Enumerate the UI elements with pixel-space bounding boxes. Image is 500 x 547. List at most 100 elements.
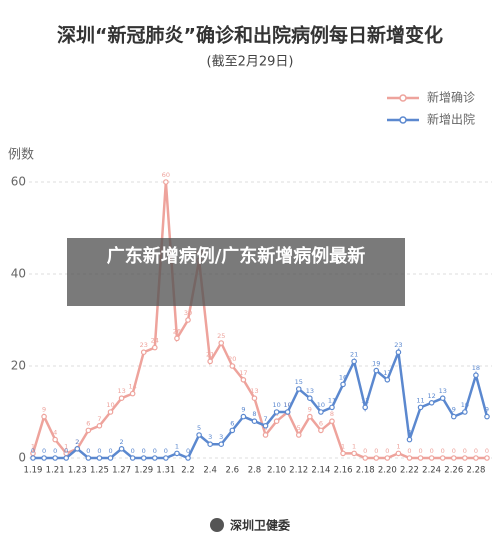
point (118, 445, 125, 452)
point (417, 455, 424, 461)
value-label: 12 (427, 392, 435, 400)
chart-title: 深圳“新冠肺炎”确诊和出院病例每日新增变化 (57, 24, 443, 47)
point (63, 455, 70, 461)
value-label: 6 (86, 419, 90, 427)
point (318, 427, 324, 434)
point (251, 418, 258, 425)
point (340, 450, 346, 457)
value-label: 13 (439, 387, 447, 395)
value-label: 25 (217, 332, 225, 340)
value-label: 8 (252, 410, 256, 418)
point (174, 450, 180, 457)
point (450, 455, 457, 461)
point (41, 413, 47, 420)
point (484, 455, 490, 461)
point (295, 386, 302, 392)
value-label: 1 (396, 442, 400, 450)
point (251, 395, 258, 402)
point (85, 427, 92, 434)
value-label: 0 (430, 447, 434, 455)
point (218, 340, 225, 346)
point (295, 432, 302, 438)
point (273, 409, 280, 415)
x-tick-label: 2.6 (226, 466, 240, 476)
value-label: 30 (184, 309, 192, 317)
point (484, 413, 490, 420)
point (152, 455, 158, 461)
value-label: 13 (250, 387, 258, 395)
value-label: 18 (472, 364, 480, 372)
point (318, 409, 324, 415)
value-label: 11 (328, 396, 336, 404)
point (307, 413, 313, 420)
point (384, 376, 391, 383)
x-tick-label: 2.24 (422, 466, 441, 476)
point (152, 344, 158, 351)
x-tick-label: 2.2 (181, 466, 195, 476)
value-label: 1 (31, 442, 35, 450)
point (329, 418, 335, 425)
point (207, 441, 213, 448)
value-label: 1 (341, 442, 345, 450)
point (439, 395, 446, 402)
point (218, 441, 225, 448)
x-tick-label: 2.26 (444, 466, 463, 476)
value-label: 0 (86, 447, 90, 455)
point (174, 335, 180, 342)
value-label: 11 (416, 396, 424, 404)
x-tick-label: 1.21 (46, 466, 65, 476)
point (30, 455, 36, 461)
value-label: 0 (64, 447, 68, 455)
value-label: 3 (208, 433, 212, 441)
legend-label: 新增出院 (427, 112, 475, 127)
point (428, 399, 435, 406)
value-label: 9 (241, 406, 245, 414)
point (140, 349, 147, 356)
point (262, 422, 269, 429)
y-axis-label: 例数 (8, 148, 34, 163)
value-label: 0 (441, 447, 445, 455)
value-label: 0 (153, 447, 157, 455)
x-tick-label: 2.16 (334, 466, 353, 476)
value-label: 0 (108, 447, 112, 455)
point (462, 409, 468, 415)
point (129, 455, 136, 461)
x-tick-label: 2.28 (466, 466, 485, 476)
value-label: 16 (339, 373, 347, 381)
point (439, 455, 446, 461)
value-label: 0 (31, 447, 35, 455)
point (473, 372, 479, 379)
footer-source: 深圳卫健委 (230, 518, 291, 533)
value-label: 9 (42, 406, 46, 414)
point (284, 409, 291, 415)
point (96, 455, 103, 461)
point (362, 455, 368, 461)
value-label: 0 (374, 447, 378, 455)
point (406, 455, 413, 461)
point (85, 455, 92, 461)
point (107, 409, 114, 415)
value-label: 1 (352, 442, 356, 450)
value-label: 2 (120, 438, 124, 446)
x-tick-label: 1.25 (90, 466, 109, 476)
x-tick-label: 2.4 (203, 466, 217, 476)
point (395, 349, 402, 356)
x-tick-label: 2.12 (289, 466, 308, 476)
point (428, 455, 435, 461)
value-label: 10 (284, 401, 292, 409)
point (395, 450, 402, 457)
point (163, 455, 169, 461)
point (406, 436, 413, 443)
value-label: 19 (372, 360, 380, 368)
point (450, 413, 457, 420)
value-label: 5 (197, 424, 201, 432)
value-label: 5 (297, 424, 301, 432)
point (240, 413, 247, 420)
x-tick-label: 2.18 (356, 466, 375, 476)
value-label: 13 (306, 387, 314, 395)
value-label: 8 (330, 410, 334, 418)
point (373, 367, 380, 374)
value-label: 7 (263, 415, 267, 423)
value-label: 0 (53, 447, 57, 455)
value-label: 60 (162, 171, 170, 179)
